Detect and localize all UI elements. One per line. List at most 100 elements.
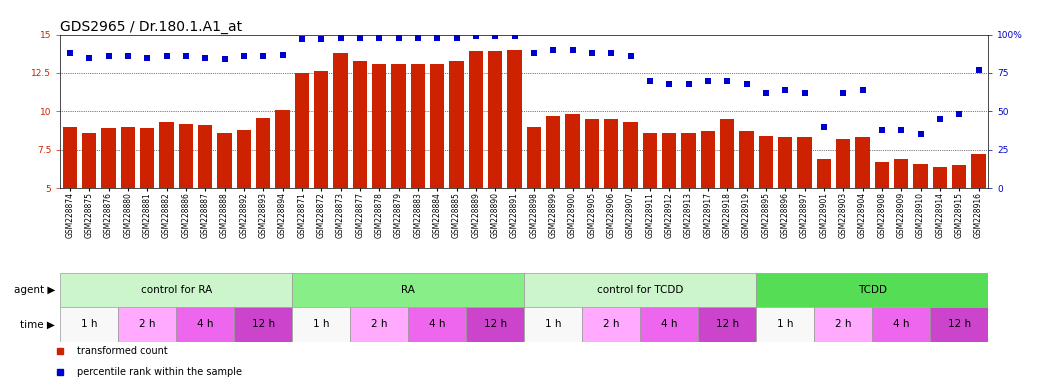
Bar — [62, 127, 77, 188]
Bar — [699, 307, 756, 342]
Bar — [756, 307, 814, 342]
Bar — [353, 61, 367, 188]
Point — [622, 53, 638, 59]
Point — [507, 33, 523, 39]
Bar — [855, 137, 870, 188]
Bar — [468, 51, 483, 188]
Bar — [466, 307, 524, 342]
Bar — [217, 133, 231, 188]
Point — [371, 35, 387, 41]
Bar — [797, 137, 812, 188]
Text: 2 h: 2 h — [139, 319, 156, 329]
Bar — [894, 159, 908, 188]
Bar — [872, 307, 930, 342]
Bar — [739, 131, 754, 188]
Point — [719, 78, 736, 84]
Bar — [293, 307, 350, 342]
Bar — [120, 127, 135, 188]
Bar — [720, 119, 735, 188]
Bar — [640, 307, 699, 342]
Bar — [814, 307, 872, 342]
Point — [158, 53, 174, 59]
Bar — [102, 128, 116, 188]
Text: 1 h: 1 h — [312, 319, 329, 329]
Point — [119, 53, 136, 59]
Bar — [411, 64, 426, 188]
Bar — [372, 64, 386, 188]
Bar — [140, 128, 155, 188]
Bar — [391, 64, 406, 188]
Bar — [60, 273, 292, 307]
Bar — [643, 133, 657, 188]
Point — [700, 78, 716, 84]
Point — [854, 87, 871, 93]
Bar — [237, 130, 251, 188]
Point — [274, 51, 291, 58]
Bar — [524, 273, 756, 307]
Point — [912, 131, 929, 137]
Text: 1 h: 1 h — [81, 319, 98, 329]
Bar — [875, 162, 890, 188]
Bar — [449, 61, 464, 188]
Bar — [350, 307, 408, 342]
Bar — [913, 164, 928, 188]
Text: 12 h: 12 h — [484, 319, 507, 329]
Point — [429, 35, 445, 41]
Text: transformed count: transformed count — [77, 346, 168, 356]
Point — [565, 47, 581, 53]
Point — [332, 35, 349, 41]
Bar — [256, 118, 271, 188]
Bar — [836, 139, 850, 188]
Bar — [198, 125, 213, 188]
Text: 1 h: 1 h — [776, 319, 793, 329]
Bar — [408, 307, 466, 342]
Bar — [604, 119, 619, 188]
Bar — [488, 51, 502, 188]
Point — [255, 53, 272, 59]
Text: 1 h: 1 h — [545, 319, 562, 329]
Text: control for TCDD: control for TCDD — [597, 285, 683, 295]
Bar — [701, 131, 715, 188]
Bar — [566, 114, 580, 188]
Bar — [313, 71, 328, 188]
Point — [236, 53, 252, 59]
Point — [101, 53, 117, 59]
Text: TCDD: TCDD — [857, 285, 886, 295]
Bar — [817, 159, 831, 188]
Bar — [582, 307, 640, 342]
Bar — [179, 124, 193, 188]
Text: 2 h: 2 h — [835, 319, 851, 329]
Bar — [662, 133, 677, 188]
Text: 2 h: 2 h — [371, 319, 387, 329]
Point — [583, 50, 600, 56]
Text: 12 h: 12 h — [948, 319, 971, 329]
Point — [197, 55, 214, 61]
Bar — [295, 73, 309, 188]
Bar — [623, 122, 637, 188]
Text: 4 h: 4 h — [893, 319, 909, 329]
Point — [816, 124, 832, 130]
Bar — [430, 64, 444, 188]
Point — [874, 127, 891, 133]
Bar — [681, 133, 695, 188]
Bar — [759, 136, 773, 188]
Bar — [508, 50, 522, 188]
Bar — [524, 307, 582, 342]
Point — [603, 50, 620, 56]
Point — [893, 127, 909, 133]
Text: 4 h: 4 h — [429, 319, 445, 329]
Point — [971, 67, 987, 73]
Point — [61, 50, 78, 56]
Point — [487, 33, 503, 39]
Bar — [756, 273, 988, 307]
Point — [758, 90, 774, 96]
Text: 2 h: 2 h — [603, 319, 620, 329]
Point — [661, 81, 678, 87]
Bar — [275, 110, 290, 188]
Point — [177, 53, 194, 59]
Point — [139, 55, 156, 61]
Point — [81, 55, 98, 61]
Bar — [972, 154, 986, 188]
Point — [835, 90, 851, 96]
Point — [448, 35, 465, 41]
